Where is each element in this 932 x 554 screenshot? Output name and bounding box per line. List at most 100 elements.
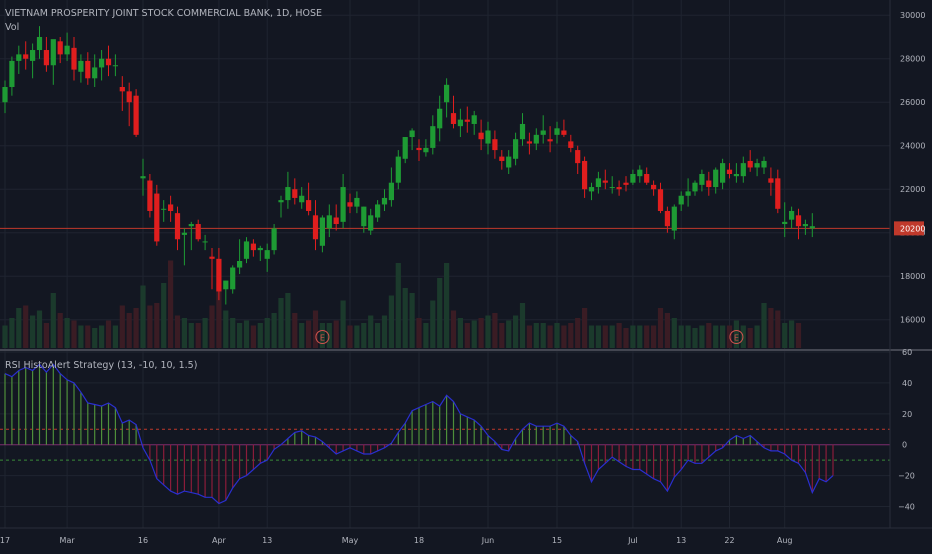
x-tick-label: 18 [414,536,424,545]
candle-body [526,141,532,144]
y-tick-label: 28000 [900,55,925,64]
volume-bar [202,318,208,348]
volume-bar [478,318,484,348]
volume-bar [326,323,332,348]
candle-body [657,189,664,211]
volume-bar [64,318,70,348]
volume-bar [575,318,581,348]
y-tick-label: 18000 [900,272,925,281]
volume-bar [278,298,284,348]
candle-body [105,58,112,66]
candle-body [306,200,312,211]
volume-bar [340,300,346,348]
candle-body [395,156,401,183]
candle-body [740,163,746,177]
candle-body [278,200,284,203]
candle-body [651,184,657,190]
candle-body [264,250,270,259]
x-tick-label: Apr [212,536,227,545]
volume-bar [657,308,664,348]
volume-bar [450,310,457,348]
candle-body [64,45,70,55]
candle-body [36,36,43,51]
rsi-line [4,363,834,505]
volume-bar [237,323,243,348]
earnings-marker-label: E [734,334,739,343]
candle-body [99,58,105,68]
candle-body [368,215,374,231]
candle-body [561,130,567,135]
candle-body [209,256,215,259]
volume-bar [789,320,795,348]
candle-body [375,204,381,218]
volume-bar [782,323,788,348]
candle-body [492,139,498,151]
volume-bar [602,325,608,348]
volume-bar [36,310,43,348]
candle-body [644,174,650,183]
candle-body [416,147,422,151]
volume-bar [43,323,49,348]
candle-body [188,224,194,227]
current-price-label: 20200 [900,224,925,233]
candle-body [195,224,201,240]
candle-body [802,224,808,227]
candle-body [147,180,153,211]
volume-bar [299,323,305,348]
candle-body [485,130,491,144]
volume-bar [23,305,29,348]
volume-bar [395,263,401,348]
candle-body [471,115,477,124]
volume-bar [713,325,719,348]
candle-body [292,189,298,198]
candle-body [43,50,49,66]
volume-bar [92,328,98,348]
candle-body [706,180,712,188]
candle-body [795,215,802,227]
y-tick-label: 20 [902,410,912,419]
volume-bar [168,260,174,348]
candle-body [402,137,408,159]
volume-bar [457,318,463,348]
volume-bar [16,308,22,348]
volume-bar [375,323,381,348]
candle-body [685,191,691,196]
candle-body [733,174,739,177]
volume-bar [464,323,470,348]
candle-body [202,241,208,243]
volume-bar [57,313,63,348]
candle-body [326,215,332,229]
candle-body [430,126,436,148]
candle-body [257,247,263,251]
volume-bar [71,320,77,348]
volume-bar [775,310,781,348]
candle-body [547,139,553,142]
candle-body [223,280,229,290]
volume-bar [312,310,319,348]
volume-bar [223,310,229,348]
volume-bar [306,320,312,348]
volume-bar [692,328,698,348]
volume-bar [582,308,588,348]
volume-bar [154,303,160,348]
x-tick-label: 17 [0,536,10,545]
y-tick-label: 30000 [900,11,925,20]
volume-bar [85,325,91,348]
volume-bar [795,323,802,348]
x-tick-label: 13 [676,536,686,545]
volume-bar [644,325,650,348]
volume-bar [609,325,615,348]
y-tick-label: 40 [902,379,912,388]
candle-body [57,41,63,55]
volume-bar [513,315,519,348]
candle-body [478,132,484,140]
candle-body [671,206,677,231]
candle-body [533,134,539,144]
x-tick-label: 22 [724,536,734,545]
candle-body [30,50,36,61]
candle-body [140,176,146,179]
y-tick-label: 16000 [900,316,925,325]
volume-bar [257,323,263,348]
